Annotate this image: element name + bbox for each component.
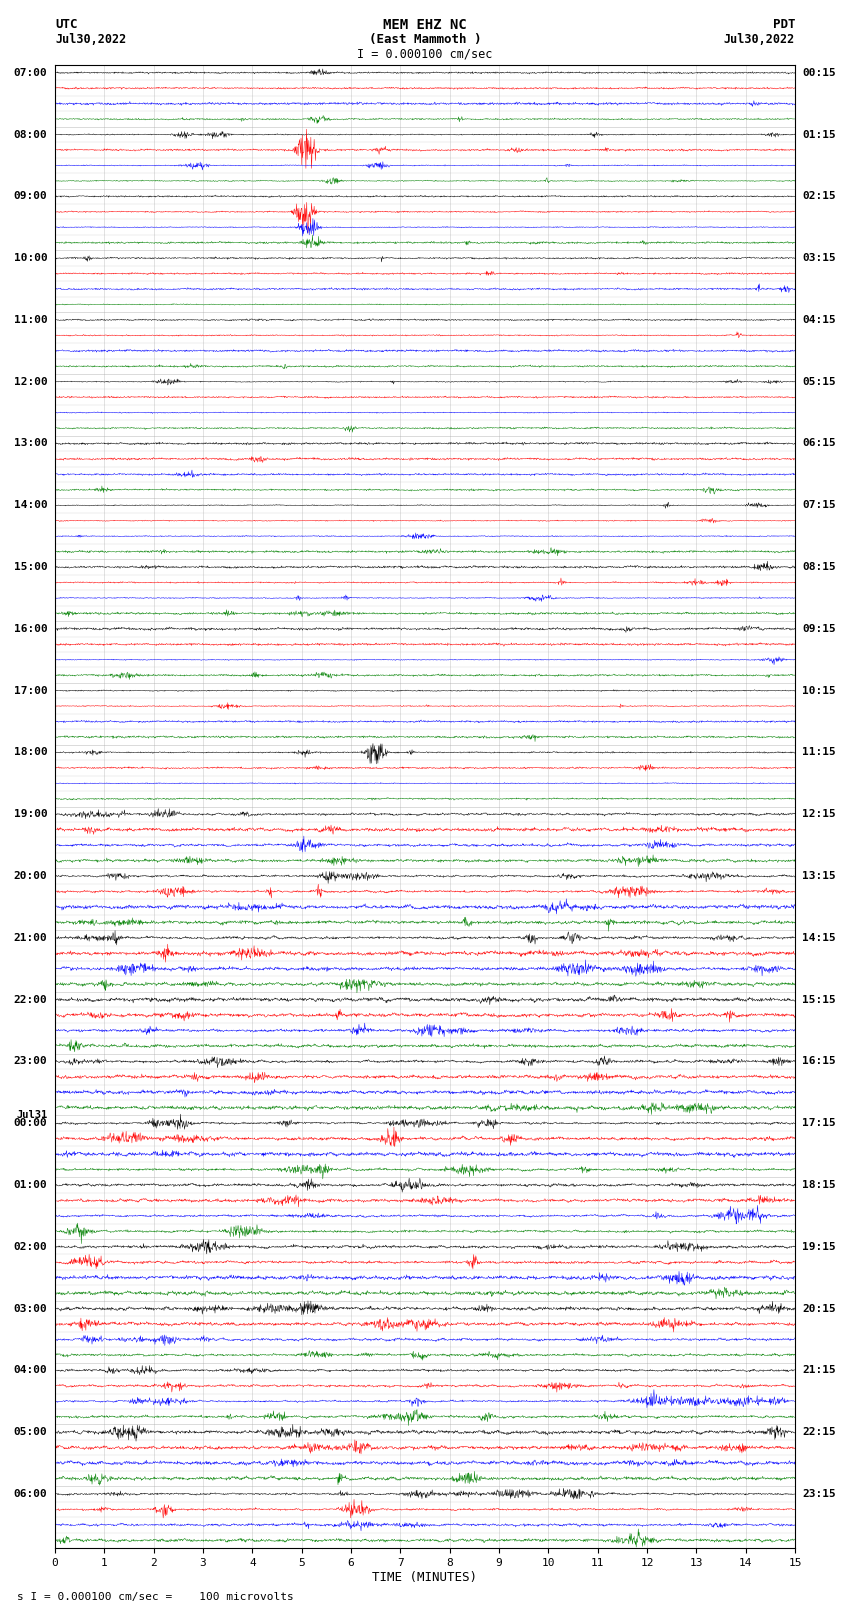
Text: 03:15: 03:15 [802,253,836,263]
Text: 00:15: 00:15 [802,68,836,77]
Text: 04:00: 04:00 [14,1365,48,1376]
Text: 15:00: 15:00 [14,561,48,573]
Text: (East Mammoth ): (East Mammoth ) [369,32,481,45]
Text: 23:00: 23:00 [14,1057,48,1066]
Text: 15:15: 15:15 [802,995,836,1005]
Text: 22:00: 22:00 [14,995,48,1005]
Text: Jul30,2022: Jul30,2022 [55,32,127,45]
Text: 13:15: 13:15 [802,871,836,881]
Text: 17:00: 17:00 [14,686,48,695]
Text: 19:00: 19:00 [14,810,48,819]
Text: 05:00: 05:00 [14,1428,48,1437]
Text: 13:00: 13:00 [14,439,48,448]
Text: 12:15: 12:15 [802,810,836,819]
X-axis label: TIME (MINUTES): TIME (MINUTES) [372,1571,478,1584]
Text: 06:15: 06:15 [802,439,836,448]
Text: 22:15: 22:15 [802,1428,836,1437]
Text: 20:00: 20:00 [14,871,48,881]
Text: 01:15: 01:15 [802,129,836,139]
Text: 06:00: 06:00 [14,1489,48,1498]
Text: 07:15: 07:15 [802,500,836,510]
Text: 04:15: 04:15 [802,315,836,324]
Text: 12:00: 12:00 [14,377,48,387]
Text: 23:15: 23:15 [802,1489,836,1498]
Text: 21:00: 21:00 [14,932,48,944]
Text: I = 0.000100 cm/sec: I = 0.000100 cm/sec [357,47,493,60]
Text: 21:15: 21:15 [802,1365,836,1376]
Text: Jul30,2022: Jul30,2022 [723,32,795,45]
Text: 02:15: 02:15 [802,192,836,202]
Text: 18:15: 18:15 [802,1181,836,1190]
Text: 00:00: 00:00 [14,1118,48,1127]
Text: 11:15: 11:15 [802,747,836,758]
Text: 09:15: 09:15 [802,624,836,634]
Text: 19:15: 19:15 [802,1242,836,1252]
Text: 20:15: 20:15 [802,1303,836,1313]
Text: s I = 0.000100 cm/sec =    100 microvolts: s I = 0.000100 cm/sec = 100 microvolts [17,1592,294,1602]
Text: 16:00: 16:00 [14,624,48,634]
Text: 11:00: 11:00 [14,315,48,324]
Text: 02:00: 02:00 [14,1242,48,1252]
Text: 09:00: 09:00 [14,192,48,202]
Text: MEM EHZ NC: MEM EHZ NC [383,18,467,32]
Text: Jul31: Jul31 [16,1110,48,1121]
Text: 14:00: 14:00 [14,500,48,510]
Text: 10:00: 10:00 [14,253,48,263]
Text: 14:15: 14:15 [802,932,836,944]
Text: 10:15: 10:15 [802,686,836,695]
Text: 05:15: 05:15 [802,377,836,387]
Text: 18:00: 18:00 [14,747,48,758]
Text: 17:15: 17:15 [802,1118,836,1127]
Text: 07:00: 07:00 [14,68,48,77]
Text: 08:00: 08:00 [14,129,48,139]
Text: 08:15: 08:15 [802,561,836,573]
Text: 16:15: 16:15 [802,1057,836,1066]
Text: 03:00: 03:00 [14,1303,48,1313]
Text: 01:00: 01:00 [14,1181,48,1190]
Text: UTC: UTC [55,18,77,31]
Text: PDT: PDT [773,18,795,31]
